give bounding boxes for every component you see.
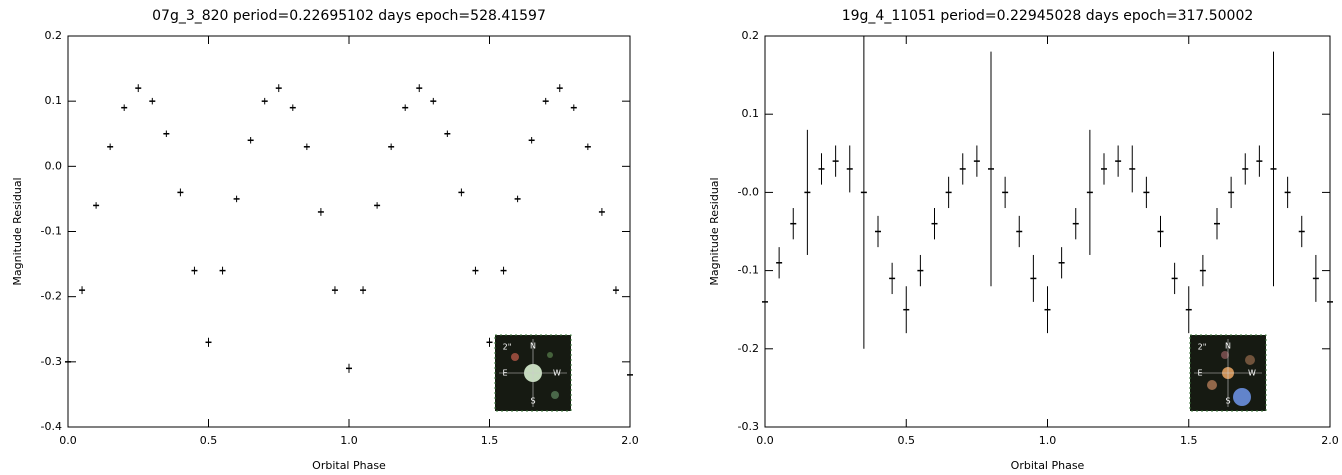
x-tick-label: 0.5 bbox=[200, 434, 218, 447]
y-tick-label: -0.0 bbox=[738, 185, 759, 198]
chart: 19g_4_11051 period=0.22945028 days epoch… bbox=[708, 8, 1339, 472]
inset-label: W bbox=[1248, 369, 1256, 378]
x-axis-label: Orbital Phase bbox=[1011, 459, 1085, 472]
inset-label: 2" bbox=[1198, 343, 1207, 352]
y-tick-label: 0.0 bbox=[45, 159, 63, 172]
y-tick-label: -0.2 bbox=[41, 290, 62, 303]
inset-label: 2" bbox=[503, 343, 512, 352]
y-tick-label: -0.4 bbox=[41, 420, 62, 433]
inset-image: 2" N E W S bbox=[1189, 334, 1267, 412]
chart: 07g_3_820 period=0.22695102 days epoch=5… bbox=[11, 8, 639, 472]
inset-source bbox=[511, 353, 519, 361]
inset-label: N bbox=[1225, 342, 1231, 351]
y-tick-label: -0.1 bbox=[41, 225, 62, 238]
x-tick-label: 0.5 bbox=[898, 434, 916, 447]
inset-source bbox=[1207, 380, 1217, 390]
x-tick-label: 0.0 bbox=[756, 434, 774, 447]
x-tick-label: 2.0 bbox=[1321, 434, 1339, 447]
y-tick-label: -0.2 bbox=[738, 342, 759, 355]
inset-border bbox=[494, 334, 572, 412]
x-tick-label: 1.0 bbox=[1039, 434, 1057, 447]
inset-border bbox=[1189, 334, 1267, 412]
inset-source bbox=[551, 391, 559, 399]
inset-image: 2" N E W S bbox=[494, 334, 572, 412]
inset-source bbox=[1221, 351, 1229, 359]
inset-source bbox=[1233, 388, 1251, 406]
chart-title: 19g_4_11051 period=0.22945028 days epoch… bbox=[842, 8, 1254, 24]
inset-label: S bbox=[530, 397, 535, 406]
y-tick-label: 0.1 bbox=[45, 94, 63, 107]
x-tick-label: 1.5 bbox=[1180, 434, 1198, 447]
inset-label: E bbox=[1197, 369, 1202, 378]
y-tick-label: 0.2 bbox=[45, 29, 63, 42]
inset-source bbox=[1245, 355, 1255, 365]
inset-source bbox=[547, 352, 553, 358]
x-tick-label: 1.5 bbox=[481, 434, 499, 447]
chart-title: 07g_3_820 period=0.22695102 days epoch=5… bbox=[152, 8, 546, 24]
inset-label: E bbox=[502, 369, 507, 378]
inset-label: W bbox=[553, 369, 561, 378]
y-axis-label: Magnitude Residual bbox=[11, 177, 24, 285]
y-tick-label: 0.2 bbox=[742, 29, 760, 42]
y-tick-label: -0.1 bbox=[738, 264, 759, 277]
y-axis-label: Magnitude Residual bbox=[708, 177, 721, 285]
x-tick-label: 2.0 bbox=[621, 434, 639, 447]
y-tick-label: -0.3 bbox=[41, 355, 62, 368]
inset-label: N bbox=[530, 342, 536, 351]
x-tick-label: 1.0 bbox=[340, 434, 358, 447]
x-axis-label: Orbital Phase bbox=[312, 459, 386, 472]
y-tick-label: -0.3 bbox=[738, 420, 759, 433]
x-tick-label: 0.0 bbox=[59, 434, 77, 447]
inset-label: S bbox=[1225, 397, 1230, 406]
y-tick-label: 0.1 bbox=[742, 107, 760, 120]
